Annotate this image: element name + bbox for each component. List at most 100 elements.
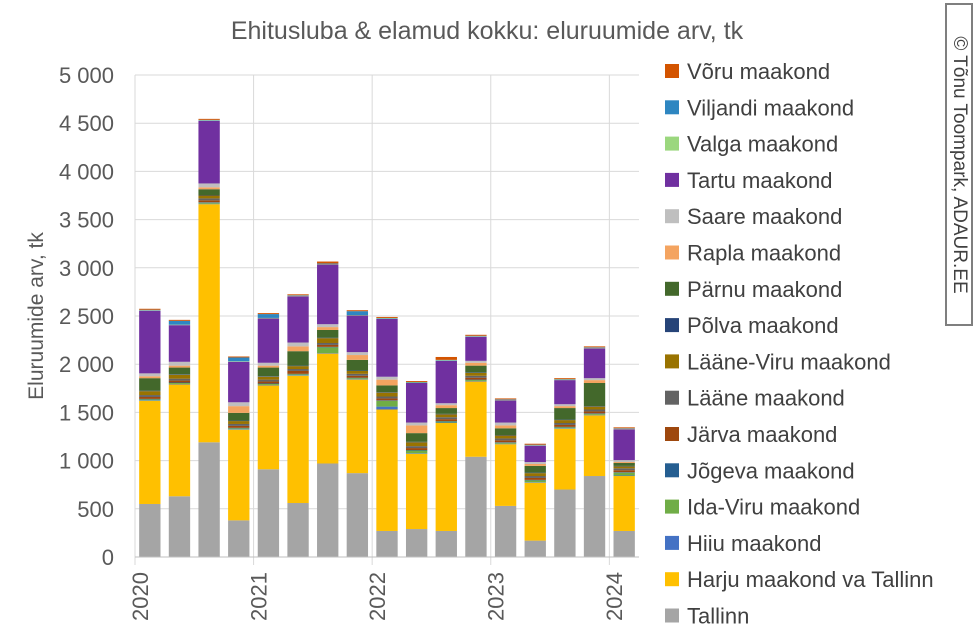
bar-segment — [494, 505, 517, 557]
bar-segment — [494, 440, 517, 443]
bar-segment — [257, 318, 280, 363]
bar-segment — [168, 382, 191, 384]
bar-segment — [613, 460, 635, 463]
credit-box: © Tõnu Toompark, ADAUR.EE — [945, 3, 973, 326]
bar-segment — [346, 352, 369, 356]
bar-segment — [257, 379, 280, 382]
bar-segment — [613, 466, 635, 469]
legend-label: Järva maakond — [687, 422, 837, 447]
bar-segment — [494, 438, 517, 441]
y-axis-title: Eluruumide arv, tk — [25, 232, 48, 400]
bar-segment — [139, 391, 161, 396]
bar-segment — [613, 462, 635, 464]
legend-swatch — [665, 499, 679, 514]
bar-segment — [405, 442, 428, 447]
credit-text: © Tõnu Toompark, ADAUR.EE — [949, 35, 970, 294]
y-tick-label: 1 500 — [59, 400, 114, 425]
bar-segment — [287, 503, 309, 557]
bar-segment — [465, 381, 487, 457]
bar-segment — [198, 204, 220, 443]
legend-label: Tallinn — [687, 604, 749, 629]
legend-swatch — [665, 136, 679, 151]
bar-segment — [228, 361, 250, 403]
bar-segment — [583, 476, 606, 557]
x-tick-label: 2023 — [484, 572, 509, 621]
bar-segment — [613, 530, 635, 557]
bar-segment — [435, 417, 457, 420]
bar-segment — [228, 428, 250, 430]
bar-segment — [465, 456, 487, 557]
bar-segment — [494, 428, 517, 436]
bar-segment — [317, 264, 339, 325]
bar-segment — [198, 183, 220, 188]
bar-segment — [346, 375, 369, 378]
bar-segment — [405, 433, 428, 442]
legend-label: Pärnu maakond — [687, 277, 842, 302]
bar-segment — [554, 408, 576, 420]
bar-segment — [405, 382, 428, 423]
bar-segment — [168, 380, 191, 383]
bar-segment — [613, 470, 635, 473]
bar-segment — [317, 327, 339, 330]
bar-segment — [583, 346, 606, 348]
bar-segment — [524, 462, 546, 464]
bar-segment — [168, 384, 191, 497]
y-tick-label: 5 000 — [59, 63, 114, 88]
bar-segment — [346, 379, 369, 474]
bar-segment — [228, 356, 250, 358]
bar-segment — [405, 453, 428, 530]
y-tick-label: 3 500 — [59, 208, 114, 233]
bar-segment — [613, 468, 635, 471]
bar-segment — [376, 409, 398, 531]
bar-segment — [465, 334, 487, 336]
legend-label: Tartu maakond — [687, 168, 833, 193]
bar-segment — [228, 406, 250, 413]
bar-segment — [287, 375, 309, 504]
bar-segment — [583, 380, 606, 383]
legend-swatch — [665, 64, 679, 78]
bar-segment — [376, 385, 398, 393]
bar-segment — [376, 316, 398, 318]
legend-label: Harju maakond va Tallinn — [687, 567, 934, 592]
bar-segment — [287, 342, 309, 347]
bar-segment — [257, 313, 280, 315]
bar-segment — [435, 414, 457, 418]
bar-segment — [228, 425, 250, 428]
bar-segment — [435, 405, 457, 409]
bar-segment — [139, 399, 161, 401]
bar-segment — [198, 198, 220, 201]
bar-segment — [554, 489, 576, 557]
bar-segment — [554, 420, 576, 424]
bar-segment — [168, 378, 191, 381]
legend: Võru maakond Viljandi maakond Valga maakon… — [665, 59, 934, 629]
bar-segment — [494, 444, 517, 506]
bar-segment — [139, 373, 161, 377]
bar-segment — [583, 411, 606, 414]
x-axis-ticks: 2020 2021 2022 2023 2024 — [128, 572, 627, 621]
bar-segment — [287, 346, 309, 352]
bar-segment — [376, 376, 398, 380]
bar-segment — [465, 336, 487, 361]
legend-swatch — [665, 390, 679, 405]
bar-segment — [257, 314, 280, 318]
bar-segment — [524, 540, 546, 557]
bar-segment — [139, 308, 161, 310]
bar-segment — [583, 348, 606, 379]
bar-segment — [376, 406, 398, 410]
bar-segment — [257, 362, 280, 366]
bar-segment — [168, 496, 191, 557]
legend-label: Ida-Viru maakond — [687, 495, 860, 520]
bar-segment — [168, 319, 191, 321]
bar-segment — [228, 520, 250, 557]
bar-segment — [405, 425, 428, 434]
bar-segment — [317, 342, 339, 345]
bar-segment — [346, 315, 369, 353]
bar-segment — [287, 296, 309, 343]
bar-segment — [287, 366, 309, 370]
legend-label: Lääne-Viru maakond — [687, 349, 891, 374]
bar-segment — [524, 476, 546, 478]
bar-segment — [317, 463, 339, 557]
bar-segment — [405, 381, 428, 383]
bar-segment — [376, 379, 398, 386]
bar-segment — [228, 357, 250, 362]
